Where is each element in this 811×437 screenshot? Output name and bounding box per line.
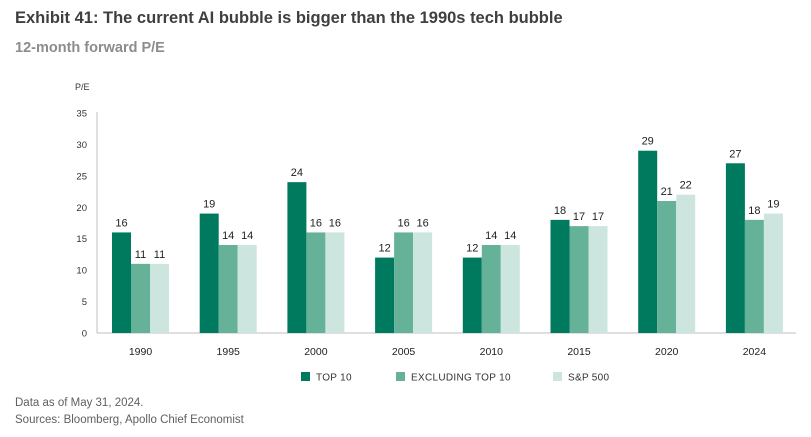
data-label: 14: [222, 230, 234, 242]
data-label: 14: [485, 230, 497, 242]
x-tick-label: 2000: [304, 346, 328, 358]
y-tick-label: 10: [76, 266, 87, 277]
bar: [462, 257, 482, 333]
legend-swatch: [396, 372, 405, 381]
data-label: 14: [504, 230, 516, 242]
data-label: 12: [378, 243, 390, 255]
data-label: 24: [291, 167, 303, 179]
y-tick-label: 20: [76, 203, 87, 214]
bars: 16 11 11 19 14 14 24 16 16 12 16 16 12 14 14 18 17 17 29 21…: [112, 136, 783, 333]
bar: [763, 213, 783, 333]
bar: [725, 163, 745, 333]
bar: [550, 219, 570, 333]
data-label: 11: [154, 249, 165, 261]
data-label: 21: [661, 186, 673, 198]
data-label: 16: [310, 217, 322, 229]
bar: [638, 150, 658, 333]
bar: [287, 182, 307, 333]
bar: [112, 232, 131, 333]
data-label: 16: [329, 217, 341, 229]
x-tick-label: 2024: [743, 346, 767, 358]
legend-label: TOP 10: [316, 373, 352, 384]
data-date-note: Data as of May 31, 2024.: [15, 397, 144, 409]
legend-swatch: [301, 372, 310, 381]
data-label: 16: [416, 217, 428, 229]
y-tick-label: 25: [76, 171, 87, 182]
data-label: 16: [397, 217, 409, 229]
y-tick-label: 35: [76, 109, 87, 120]
bar: [199, 213, 219, 333]
chart-title: Exhibit 41: The current AI bubble is big…: [15, 9, 563, 27]
sources-note: Sources: Bloomberg, Apollo Chief Economi…: [15, 414, 244, 426]
bar: [744, 219, 764, 333]
bar: [588, 226, 608, 333]
bar: [676, 194, 696, 333]
legend-label: EXCLUDING TOP 10: [411, 373, 511, 384]
bar: [657, 201, 677, 333]
bar: [481, 245, 501, 333]
x-tick-label: 1995: [217, 346, 241, 358]
data-label: 16: [115, 217, 127, 229]
y-tick-label: 30: [76, 140, 87, 151]
bar: [500, 245, 520, 333]
bar: [325, 232, 345, 333]
y-axis-label: P/E: [75, 82, 90, 92]
data-label: 19: [767, 199, 779, 211]
bar: [569, 226, 589, 333]
legend: TOP 10 EXCLUDING TOP 10 S&P 500: [301, 372, 610, 384]
y-tick-label: 0: [82, 329, 87, 340]
bar: [413, 232, 433, 333]
x-tick-label: 2005: [392, 346, 416, 358]
bar: [237, 245, 257, 333]
x-tick-label: 1990: [129, 346, 153, 358]
data-label: 29: [642, 136, 654, 148]
data-label: 17: [592, 211, 604, 223]
y-tick-label: 15: [76, 234, 87, 245]
data-label: 19: [203, 199, 215, 211]
data-label: 11: [135, 249, 146, 261]
x-tick-label: 2010: [480, 346, 504, 358]
data-label: 18: [748, 205, 760, 217]
data-label: 14: [241, 230, 253, 242]
y-tick-label: 5: [82, 297, 87, 308]
legend-swatch: [553, 372, 562, 381]
chart-subtitle: 12-month forward P/E: [15, 40, 165, 56]
data-label: 18: [554, 205, 566, 217]
legend-label: S&P 500: [568, 373, 610, 384]
x-tick-label: 2020: [655, 346, 679, 358]
bar: [150, 263, 169, 333]
bar: [394, 232, 414, 333]
bar: [375, 257, 395, 333]
bar: [218, 245, 238, 333]
data-label: 17: [573, 211, 585, 223]
data-label: 22: [680, 180, 692, 192]
bar: [131, 263, 150, 333]
x-tick-label: 2015: [567, 346, 591, 358]
data-label: 27: [729, 148, 741, 160]
data-label: 12: [466, 243, 478, 255]
bar: [306, 232, 326, 333]
